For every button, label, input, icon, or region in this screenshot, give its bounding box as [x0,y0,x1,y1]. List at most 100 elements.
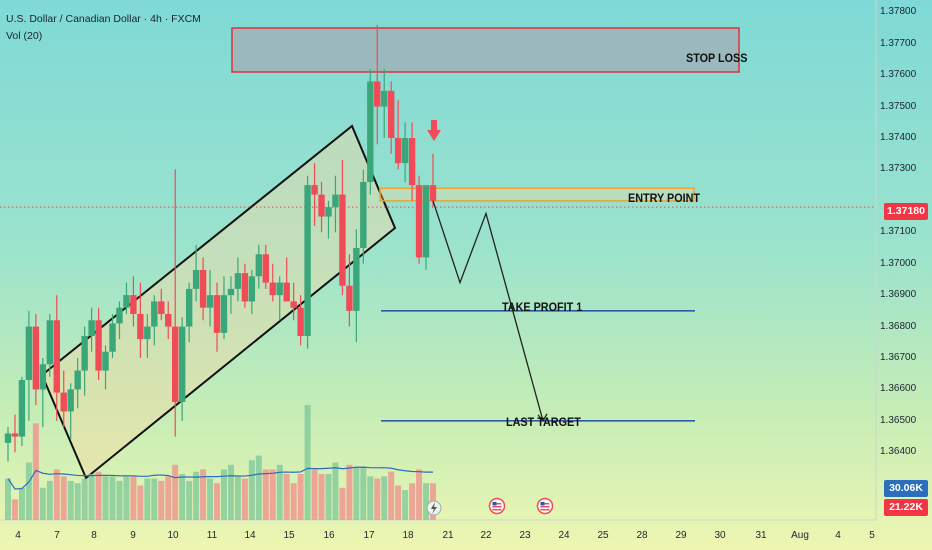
volume-bar [269,469,276,520]
price-tick-label: 1.36600 [880,383,917,395]
candle-body [18,380,26,437]
candle-body [332,194,339,208]
candle-body [95,320,102,371]
candle-body [178,326,186,402]
time-tick-label: 30 [714,530,726,541]
candle-body [11,433,19,437]
time-tick-label: 24 [558,530,570,541]
candle-body [213,295,221,333]
volume-bar [325,474,332,520]
volume-bar [283,474,290,520]
price-tick-label: 1.37500 [880,100,917,112]
candle-body [102,351,109,371]
volume-bar [130,476,137,520]
candle-body [25,326,33,380]
time-tick-label: 7 [54,530,60,541]
candle-body [367,81,374,182]
time-tick-label: 18 [402,530,414,541]
volume-bar [374,478,381,520]
entry-zone [379,187,695,202]
candle-body [429,185,437,201]
candle-body [137,314,144,340]
time-tick-label: 11 [206,530,218,541]
time-tick-label: 16 [323,530,335,541]
candle-body [311,185,318,195]
candle-body [67,389,74,412]
candle-body [262,254,269,283]
volume-bar [234,476,241,520]
time-tick-label: 29 [675,530,687,541]
candle-body [374,81,381,107]
time-tick-label: 17 [363,530,375,541]
volume-bar [220,469,227,520]
volume-bar [276,464,283,520]
volume-bar [158,480,165,520]
volume-bar [137,485,144,520]
flag-canton [492,502,497,506]
flag-stripe [492,509,502,511]
volume-bar [151,478,158,520]
price-tick-label: 1.37400 [880,132,917,143]
candle-body [353,248,360,311]
candle-body [109,323,116,352]
price-tick-label: 1.36900 [880,289,917,301]
candle-body [297,307,304,336]
lightning-glyph [431,502,437,514]
candle-body [192,270,200,289]
candle-body [53,320,60,393]
candle-body [227,288,235,296]
candle-body [394,138,402,164]
price-tick-label: 1.36500 [880,414,917,426]
candle-body [318,194,325,217]
volume-bar [395,485,402,520]
candle-body [283,282,290,302]
volume-bar [367,476,374,520]
time-tick-label: 10 [167,530,179,541]
volume-bar [297,474,304,520]
volume-bar [102,476,109,520]
volume-bar [381,476,388,520]
candle-body [81,336,88,371]
volume-indicator-label[interactable]: Vol (20) [6,30,43,42]
last-price-badge: 1.37180 [884,203,928,220]
down-arrow-icon [427,130,441,141]
time-tick-label: 31 [755,530,767,541]
flag-stripe [492,506,502,508]
time-tick-label: 15 [283,530,295,541]
stop-loss-zone [231,27,740,73]
time-tick-label: 28 [636,530,648,541]
volume-bar [311,469,318,520]
volume-bar [95,471,102,520]
volume-bar [116,480,123,520]
candle-body [325,207,332,217]
flag-stripe [492,503,502,505]
candle-body [422,185,430,258]
candle-body [46,320,54,365]
volume-bar [60,476,67,520]
volume-bar [81,478,88,520]
volume-bar [186,480,193,520]
time-tick-label: 4 [15,530,21,541]
candle-body [151,301,158,327]
take-profit-1-label: TAKE PROFIT 1 [502,300,583,314]
time-tick-label: 21 [442,530,454,541]
time-tick-label: 22 [480,530,492,541]
price-tick-label: 1.37300 [880,163,917,175]
candle-body [241,273,249,302]
symbol-title[interactable]: U.S. Dollar / Canadian Dollar · 4h · FXC… [6,13,201,25]
volume-bar [88,474,95,520]
flag-stripe [540,503,550,505]
volume-bar [5,478,11,520]
price-tick-label: 1.37700 [880,37,917,49]
candle-body [408,138,416,186]
volume-bar [255,455,262,520]
flag-stripe [540,509,550,511]
volume-badge-1: 30.06K [884,480,928,497]
volume-bar [262,469,269,520]
time-tick-label: 14 [244,530,256,541]
volume-bar [179,474,186,520]
candle-body [360,182,367,248]
stop-loss-label: STOP LOSS [686,51,748,65]
